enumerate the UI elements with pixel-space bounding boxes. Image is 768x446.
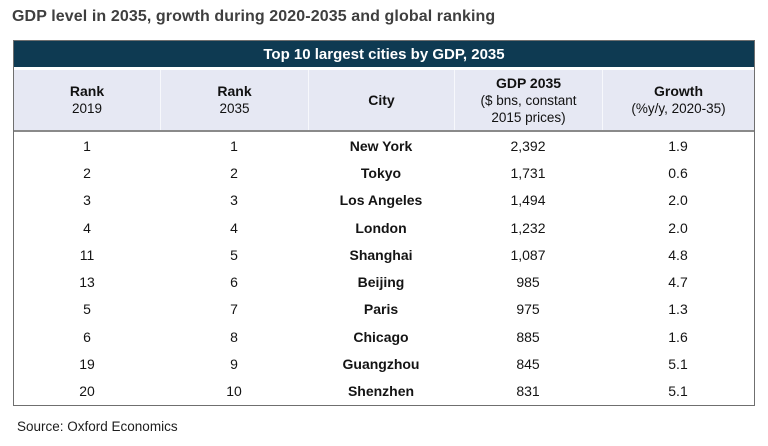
rank-2019-cell: 20	[79, 383, 95, 400]
column-header-sublabel: 2019	[71, 101, 103, 116]
column-header-rank-2019: Rank 2019	[14, 70, 160, 130]
city-cell: Shanghai	[349, 246, 413, 263]
rank-2019-cell: 3	[83, 192, 91, 209]
rank-2019-cell: 4	[83, 219, 91, 236]
gdp-cell: 1,087	[510, 246, 546, 263]
rank-2019-cell: 5	[83, 301, 91, 318]
growth-cell: 2.0	[668, 219, 688, 236]
growth-cell: 2.0	[668, 192, 688, 209]
column-header-rank-2035: Rank 2035	[160, 70, 308, 130]
column-header-sublabel: ($ bns, constant 2015 prices)	[480, 92, 577, 125]
column-header-label: City	[368, 91, 395, 108]
city-cell: Tokyo	[360, 164, 402, 181]
column-header-label: Rank	[217, 83, 252, 99]
city-cell: New York	[349, 137, 413, 154]
gdp-cell: 845	[516, 356, 540, 373]
gdp-cell: 885	[516, 328, 540, 345]
table-row: 20 10 Shenzhen 831 5.1	[14, 377, 754, 405]
column-header-label: Rank	[69, 83, 105, 99]
city-cell: Los Angeles	[339, 192, 423, 209]
rank-2019-cell: 6	[83, 328, 91, 345]
rank-2035-cell: 7	[230, 301, 238, 318]
table-body: 1 1 New York 2,392 1.9 2 2 Tokyo 1,731 0…	[14, 132, 754, 405]
growth-cell: 5.1	[668, 383, 688, 400]
table-row: 5 7 Paris 975 1.3	[14, 295, 754, 324]
column-header-growth: Growth (%y/y, 2020-35)	[602, 70, 754, 130]
rank-2035-cell: 1	[230, 137, 238, 154]
rank-2035-cell: 5	[230, 246, 238, 263]
gdp-cell: 1,494	[510, 192, 546, 209]
gdp-cell: 975	[516, 301, 540, 318]
gdp-table: Top 10 largest cities by GDP, 2035 Rank …	[13, 40, 755, 406]
rank-2019-cell: 19	[79, 356, 95, 373]
city-cell: Chicago	[353, 328, 409, 345]
city-cell: Beijing	[357, 274, 405, 291]
source-note: Source: Oxford Economics	[17, 419, 178, 434]
rank-2019-cell: 1	[83, 137, 91, 154]
growth-cell: 1.9	[668, 137, 688, 154]
column-header-label: Growth	[654, 83, 703, 99]
city-cell: London	[355, 219, 407, 236]
rank-2035-cell: 4	[230, 219, 238, 236]
rank-2035-cell: 6	[230, 274, 238, 291]
column-header-city: City	[308, 70, 454, 130]
rank-2035-cell: 3	[230, 192, 238, 209]
rank-2019-cell: 2	[83, 164, 91, 181]
growth-cell: 0.6	[668, 164, 688, 181]
growth-cell: 5.1	[668, 356, 688, 373]
table-row: 19 9 Guangzhou 845 5.1	[14, 350, 754, 378]
gdp-cell: 831	[516, 383, 540, 400]
table-row: 2 2 Tokyo 1,731 0.6	[14, 159, 754, 187]
column-header-label: GDP 2035	[495, 74, 562, 91]
city-cell: Paris	[363, 301, 399, 318]
rank-2035-cell: 2	[230, 164, 238, 181]
rank-2035-cell: 10	[226, 383, 242, 400]
column-header-sublabel: (%y/y, 2020-35)	[631, 101, 726, 116]
page-title: GDP level in 2035, growth during 2020-20…	[12, 8, 496, 25]
growth-cell: 4.8	[668, 246, 688, 263]
column-header-gdp-2035: GDP 2035 ($ bns, constant 2015 prices)	[454, 70, 602, 130]
table-row: 1 1 New York 2,392 1.9	[14, 132, 754, 160]
table-row: 11 5 Shanghai 1,087 4.8	[14, 241, 754, 269]
table-row: 4 4 London 1,232 2.0	[14, 213, 754, 242]
table-title-bar: Top 10 largest cities by GDP, 2035	[14, 41, 754, 70]
table-row: 13 6 Beijing 985 4.7	[14, 268, 754, 296]
growth-cell: 1.6	[668, 328, 688, 345]
growth-cell: 4.7	[668, 274, 688, 291]
rank-2035-cell: 9	[230, 356, 238, 373]
gdp-cell: 2,392	[510, 137, 546, 154]
rank-2019-cell: 13	[79, 274, 95, 291]
gdp-cell: 985	[516, 274, 540, 291]
rank-2019-cell: 11	[79, 246, 95, 263]
gdp-cell: 1,232	[510, 219, 546, 236]
rank-2035-cell: 8	[230, 328, 238, 345]
city-cell: Shenzhen	[347, 383, 415, 400]
growth-cell: 1.3	[668, 301, 688, 318]
table-row: 6 8 Chicago 885 1.6	[14, 323, 754, 351]
column-header-sublabel: 2035	[219, 101, 250, 116]
city-cell: Guangzhou	[342, 356, 420, 373]
gdp-cell: 1,731	[510, 164, 546, 181]
table-header-row: Rank 2019 Rank 2035 City GDP 2035 ($ bns…	[14, 70, 754, 132]
table-row: 3 3 Los Angeles 1,494 2.0	[14, 186, 754, 214]
